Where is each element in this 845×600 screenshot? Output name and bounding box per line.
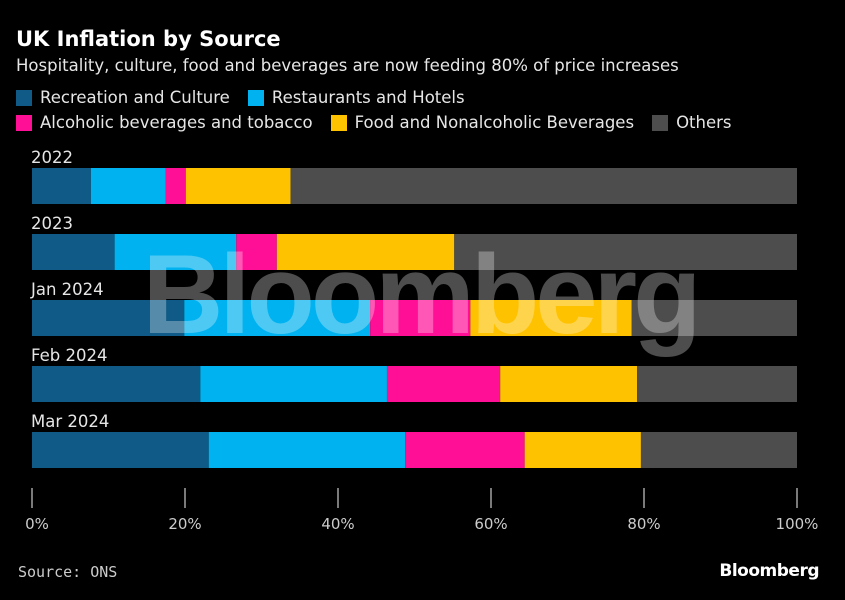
bar-segment xyxy=(114,234,237,270)
bar-segment xyxy=(32,366,201,402)
legend-label: Recreation and Culture xyxy=(40,88,230,107)
x-tick-label: 0% xyxy=(25,515,49,533)
watermark: Bloomberg xyxy=(142,232,697,357)
chart-title: UK Inflation by Source xyxy=(16,27,281,51)
x-tick-label: 100% xyxy=(776,515,819,533)
chart-subtitle: Hospitality, culture, food and beverages… xyxy=(16,56,679,75)
bar-segment xyxy=(184,300,371,336)
bar-segment xyxy=(640,432,797,468)
category-label: Mar 2024 xyxy=(31,412,109,431)
bar-segment xyxy=(405,432,525,468)
bar-segment xyxy=(165,168,186,204)
legend-swatch xyxy=(652,114,669,131)
x-tick-label: 60% xyxy=(474,515,507,533)
bar-segment xyxy=(32,168,91,204)
bar-segment xyxy=(454,234,797,270)
legend-row-2: Alcoholic beverages and tobacco Food and… xyxy=(16,113,732,132)
bar-segment xyxy=(32,432,209,468)
bar-segment xyxy=(208,432,406,468)
legend-swatch xyxy=(247,89,264,106)
bloomberg-logo: Bloomberg xyxy=(719,561,819,581)
bar-segment xyxy=(637,366,797,402)
legend-label: Alcoholic beverages and tobacco xyxy=(40,113,313,132)
bar-segment xyxy=(470,300,632,336)
legend-swatch xyxy=(330,114,347,131)
source-note: Source: ONS xyxy=(18,563,118,581)
bar-segment xyxy=(524,432,641,468)
x-tick-label: 80% xyxy=(627,515,660,533)
legend-row-1: Recreation and Culture Restaurants and H… xyxy=(16,88,465,107)
category-label: 2023 xyxy=(31,214,73,233)
bar-segment xyxy=(290,168,797,204)
bar-segment xyxy=(386,366,501,402)
legend-item: Others xyxy=(652,113,732,132)
bar-segment xyxy=(236,234,277,270)
legend-swatch xyxy=(16,114,32,131)
legend-item: Food and Nonalcoholic Beverages xyxy=(330,113,635,132)
legend-label: Food and Nonalcoholic Beverages xyxy=(354,113,635,132)
legend-label: Others xyxy=(676,113,732,132)
legend-label: Restaurants and Hotels xyxy=(271,88,465,107)
bar-segment xyxy=(500,366,638,402)
bar-segment xyxy=(90,168,166,204)
x-tick-label: 40% xyxy=(321,515,354,533)
x-tick-label: 20% xyxy=(168,515,201,533)
category-label: Feb 2024 xyxy=(31,346,107,365)
bar-segment xyxy=(631,300,797,336)
bar-segment xyxy=(276,234,455,270)
bar-segment xyxy=(185,168,291,204)
bar-segment xyxy=(32,234,115,270)
bar-segment xyxy=(32,300,185,336)
legend-item: Recreation and Culture xyxy=(16,88,230,107)
bar-segment xyxy=(370,300,471,336)
category-label: 2022 xyxy=(31,148,73,167)
legend-item: Alcoholic beverages and tobacco xyxy=(16,113,313,132)
category-label: Jan 2024 xyxy=(30,280,104,299)
legend-swatch xyxy=(16,89,32,106)
legend-item: Restaurants and Hotels xyxy=(247,88,465,107)
bar-segment xyxy=(200,366,387,402)
